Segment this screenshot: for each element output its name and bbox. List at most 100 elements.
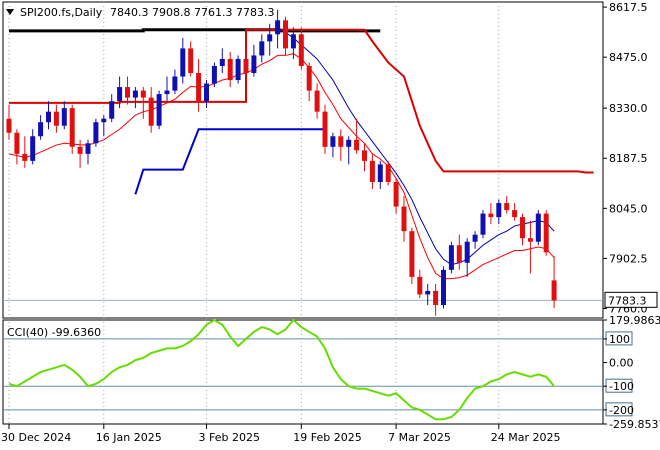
candle-body [251, 55, 257, 74]
candle-body [520, 217, 525, 239]
price-tick-label: 8187.5 [609, 152, 648, 165]
x-tick-label: 7 Mar 2025 [388, 431, 451, 444]
candle-body [235, 58, 241, 81]
candle [362, 143, 367, 172]
candle-body [346, 139, 352, 147]
candle-body [330, 136, 336, 147]
candle [125, 76, 130, 105]
candle [275, 9, 281, 49]
candle [117, 76, 123, 109]
candle-body [362, 150, 367, 161]
candle-body [338, 136, 344, 147]
ma-line-ma_fast [8, 53, 555, 280]
candle-body [132, 90, 138, 98]
candle-body [551, 280, 557, 301]
candle-body [259, 41, 265, 56]
candle [520, 213, 525, 246]
candle [417, 269, 423, 298]
candle-body [101, 118, 107, 123]
cci-level-label: 100 [609, 333, 630, 346]
candle-body [172, 76, 178, 91]
candle-body [464, 241, 470, 263]
last-price-text: 7783.3 [608, 294, 647, 307]
cci-label: CCI(40) -99.6360 [7, 326, 101, 339]
chart-header-symbol: SPI200.fs,Daily [20, 6, 103, 19]
candle-body [211, 65, 217, 84]
price-y-axis: 8617.58475.08330.08187.58045.07902.57760… [603, 1, 648, 316]
candle-body [196, 73, 202, 102]
candle [211, 62, 217, 88]
candle [338, 129, 344, 161]
candle [22, 136, 28, 168]
candle-body [527, 238, 533, 242]
candle-body [93, 122, 99, 144]
candle [69, 104, 75, 154]
candle-body [109, 101, 115, 119]
candle-body [417, 276, 423, 295]
candle [425, 283, 431, 305]
candle [448, 241, 454, 274]
candle [259, 34, 265, 63]
candle [393, 178, 399, 214]
price-tick-label: 8475.0 [609, 51, 648, 64]
candle [472, 231, 478, 249]
candle [543, 210, 549, 256]
candle [227, 51, 233, 88]
candle-body [46, 111, 51, 123]
x-tick-label: 3 Feb 2025 [199, 431, 260, 444]
candle [164, 76, 170, 102]
ma-line-ma_slow [277, 26, 555, 266]
x-axis: 30 Dec 2024 16 Jan 2025 3 Feb 2025 19 Feb 2… [1, 2, 561, 444]
candle [409, 227, 415, 284]
candle-body [512, 210, 518, 218]
candle [14, 129, 20, 165]
candle [314, 83, 320, 119]
step-line-resistance-black [9, 28, 381, 33]
candle-body [369, 160, 375, 182]
last-price-label: 7783.3 [604, 291, 658, 308]
cci-y-axis: 179.9863 100 0.00 -100 -200-259.8537 [3, 314, 660, 431]
candle [464, 238, 470, 277]
candle-body [314, 90, 320, 112]
candle [441, 266, 446, 309]
cci-line [8, 318, 555, 421]
candle-body [227, 58, 233, 81]
cci-level-label: 179.9863 [609, 314, 660, 327]
step-line-support-blue [134, 128, 325, 195]
step-lines [9, 28, 594, 195]
candle-body [401, 206, 407, 232]
candle [283, 16, 288, 56]
candle [156, 90, 162, 130]
candle [377, 160, 383, 189]
candle [433, 283, 439, 316]
candle-body [22, 153, 28, 161]
candle [251, 44, 257, 77]
candle [148, 87, 154, 133]
candle [456, 234, 462, 270]
candle [354, 118, 360, 154]
candle-body [393, 181, 399, 207]
candle-body [322, 111, 328, 147]
candle-body [267, 34, 273, 42]
candle-body [164, 90, 170, 95]
candle-body [385, 164, 391, 182]
candle-body [441, 269, 446, 305]
candle-body [283, 20, 288, 49]
x-tick-label: 24 Mar 2025 [491, 431, 561, 444]
step-line-resistance-red [9, 28, 594, 174]
candle [322, 104, 328, 154]
candle [235, 55, 241, 84]
moving-averages [8, 26, 555, 280]
candle-body [448, 245, 454, 270]
candle [172, 69, 178, 95]
candle-body [30, 136, 36, 161]
cci-level-label: -259.8537 [609, 418, 660, 431]
candle-body [354, 139, 360, 151]
candle-body [61, 108, 67, 126]
candle-body [409, 231, 415, 277]
candle [488, 203, 494, 225]
candle-body [290, 34, 296, 49]
x-tick-label: 19 Feb 2025 [293, 431, 361, 444]
candle-body [117, 87, 123, 102]
